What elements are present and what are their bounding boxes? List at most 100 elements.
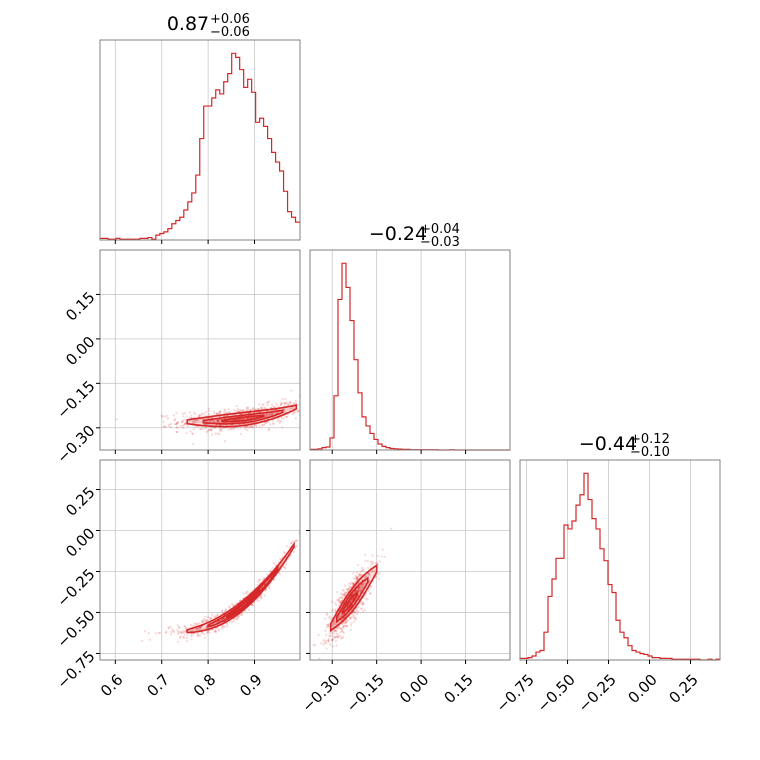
scatter-point (217, 419, 220, 422)
scatter-point (177, 421, 180, 424)
scatter-point (263, 422, 266, 425)
scatter-point (340, 596, 343, 599)
scatter-point (267, 413, 271, 416)
scatter-point (356, 576, 359, 580)
scatter-point (345, 620, 348, 623)
scatter-point (308, 401, 310, 403)
scatter-point (272, 562, 275, 565)
scatter-point (232, 620, 236, 623)
scatter-point (317, 506, 319, 508)
scatter-point (203, 619, 206, 622)
scatter-point (194, 425, 197, 428)
scatter-point (354, 574, 358, 577)
scatter-point (216, 432, 219, 435)
scatter-point (198, 626, 202, 629)
scatter-point (370, 563, 373, 566)
scatter-point (282, 417, 285, 420)
scatter-point (276, 419, 280, 422)
scatter-point (334, 622, 337, 625)
scatter-point (352, 572, 355, 575)
contour-inner (341, 590, 359, 615)
scatter-point (325, 641, 328, 644)
x-tick-label: −0.30 (298, 671, 343, 716)
scatter-point (182, 629, 185, 633)
scatter-point (353, 611, 356, 614)
scatter-point (206, 630, 209, 634)
scatter-point (339, 630, 342, 634)
scatter-point (292, 401, 295, 405)
panel-frame (519, 459, 721, 661)
scatter-point (365, 574, 368, 578)
scatter-point (346, 587, 349, 590)
scatter-point (222, 411, 225, 415)
scatter-point (268, 570, 271, 573)
x-tick-label: −0.25 (575, 671, 620, 716)
scatter-point (183, 412, 187, 415)
scatter-point (213, 412, 216, 415)
scatter-point (197, 626, 201, 630)
scatter-point (369, 585, 372, 588)
scatter-point (236, 616, 239, 619)
scatter-point (189, 430, 192, 433)
scatter-point (263, 594, 266, 597)
scatter-point (355, 612, 359, 616)
scatter-point (366, 566, 370, 569)
scatter-point (365, 575, 368, 578)
scatter-point (343, 593, 346, 596)
scatter-point (183, 422, 187, 425)
scatter-point (363, 602, 366, 605)
scatter-point (185, 431, 188, 435)
scatter-point (332, 631, 335, 635)
scatter-point (285, 415, 289, 418)
scatter-point (375, 575, 378, 578)
scatter-point (172, 414, 176, 417)
scatter-point (252, 424, 256, 427)
scatter-point (195, 628, 198, 631)
scatter-point (227, 428, 230, 431)
scatter-point (281, 397, 284, 401)
scatter-point (177, 626, 180, 630)
scatter-point (331, 623, 334, 626)
scatter-point (307, 398, 309, 400)
scatter-point (270, 569, 273, 572)
scatter-point (195, 421, 198, 424)
scatter-point (245, 591, 248, 594)
scatter-point (170, 630, 173, 633)
scatter-point (176, 421, 179, 424)
scatter-point (244, 592, 247, 595)
scatter-point (183, 636, 186, 639)
scatter-point (211, 628, 214, 631)
scatter-point (276, 404, 279, 407)
scatter-point (181, 420, 184, 424)
scatter-point (368, 580, 371, 583)
x-tick-label: 0.7 (143, 671, 173, 701)
param-title-minus: −0.10 (630, 445, 670, 460)
scatter-point (342, 632, 345, 635)
scatter-point (376, 573, 380, 576)
scatter-point (364, 560, 367, 563)
scatter-point (357, 588, 360, 591)
scatter-point (280, 416, 283, 420)
contour-inner (225, 588, 260, 619)
scatter-point (217, 629, 220, 632)
scatter-point (335, 590, 339, 594)
scatter-point (207, 407, 210, 410)
scatter-point (202, 427, 205, 431)
scatter-point (325, 633, 328, 637)
scatter-point (324, 639, 328, 642)
scatter-point (352, 614, 356, 617)
scatter-point (380, 555, 383, 558)
scatter-point (209, 428, 213, 432)
scatter-point (344, 594, 347, 597)
histogram-param-1 (310, 262, 510, 451)
scatter-point (340, 613, 344, 617)
scatter-point (358, 587, 361, 590)
panel-frame (309, 459, 511, 661)
x-tick-label: 0.6 (97, 671, 127, 701)
scatter-point (181, 412, 184, 415)
scatter-point (278, 557, 282, 560)
scatter-point (357, 605, 360, 609)
histogram-param-0 (100, 52, 300, 240)
scatter-point (186, 633, 189, 637)
